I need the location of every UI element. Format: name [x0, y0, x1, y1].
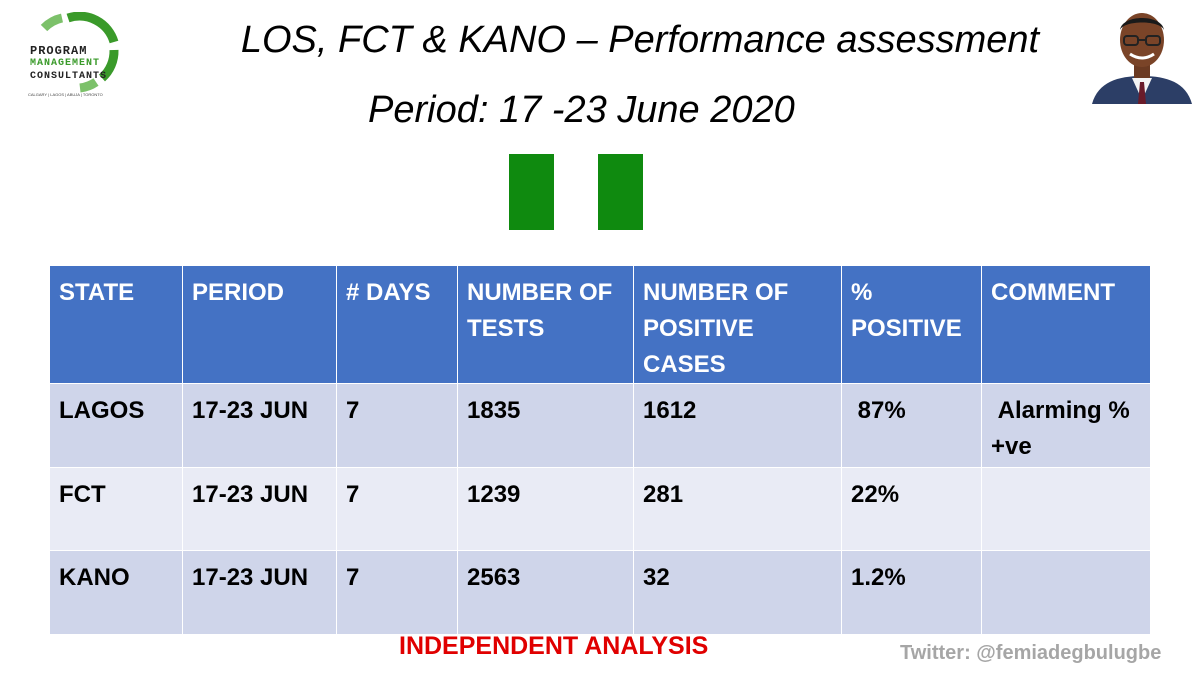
- cell-period: 17-23 JUN: [182, 550, 337, 635]
- header-comment: COMMENT: [981, 265, 1151, 384]
- header-state: STATE: [49, 265, 183, 384]
- cell-period: 17-23 JUN: [182, 467, 337, 551]
- flag-left-stripe: [509, 154, 554, 230]
- twitter-handle: Twitter: @femiadegbulugbe: [900, 642, 1162, 664]
- table-row: FCT 17-23 JUN 7 1239 281 22%: [49, 467, 1151, 551]
- cell-percent-positive: 87%: [841, 383, 982, 468]
- cell-positive-cases: 1612: [633, 383, 842, 468]
- presenter-photo: [1090, 0, 1194, 104]
- page-title: LOS, FCT & KANO – Performance assessment: [240, 19, 1040, 61]
- cell-percent-positive: 22%: [841, 467, 982, 551]
- cell-days: 7: [336, 383, 458, 468]
- header-percent-positive: % POSITIVE: [841, 265, 982, 384]
- table-row: KANO 17-23 JUN 7 2563 32 1.2%: [49, 550, 1151, 635]
- cell-positive-cases: 32: [633, 550, 842, 635]
- cell-comment: Alarming % +ve: [981, 383, 1151, 468]
- header-positive-cases: NUMBER OF POSITIVE CASES: [633, 265, 842, 384]
- cell-days: 7: [336, 467, 458, 551]
- header-days: # DAYS: [336, 265, 458, 384]
- logo-arc-icon: [40, 12, 119, 93]
- cell-comment: [981, 467, 1151, 551]
- cell-state: KANO: [49, 550, 183, 635]
- cell-percent-positive: 1.2%: [841, 550, 982, 635]
- performance-table: STATE PERIOD # DAYS NUMBER OF TESTS NUMB…: [49, 265, 1151, 635]
- company-logo: PROGRAM MANAGEMENT CONSULTANTS CALGARY |…: [28, 12, 124, 102]
- header-tests: NUMBER OF TESTS: [457, 265, 634, 384]
- flag-center-stripe: [553, 154, 599, 230]
- flag-right-stripe: [598, 154, 644, 230]
- period-subtitle: Period: 17 -23 June 2020: [368, 89, 795, 131]
- logo-text-management: MANAGEMENT: [30, 58, 101, 69]
- cell-tests: 1239: [457, 467, 634, 551]
- logo-text-program: PROGRAM: [30, 44, 88, 58]
- cell-tests: 1835: [457, 383, 634, 468]
- independent-analysis-label: INDEPENDENT ANALYSIS: [399, 632, 709, 660]
- logo-tagline: CALGARY | LAGOS | ABUJA | TORONTO: [28, 92, 103, 97]
- cell-positive-cases: 281: [633, 467, 842, 551]
- logo-text-consultants: CONSULTANTS: [30, 71, 108, 82]
- nigeria-flag-icon: [509, 154, 644, 230]
- cell-days: 7: [336, 550, 458, 635]
- cell-tests: 2563: [457, 550, 634, 635]
- table-header-row: STATE PERIOD # DAYS NUMBER OF TESTS NUMB…: [49, 265, 1151, 384]
- cell-comment: [981, 550, 1151, 635]
- cell-state: LAGOS: [49, 383, 183, 468]
- table-row: LAGOS 17-23 JUN 7 1835 1612 87% Alarming…: [49, 383, 1151, 468]
- cell-state: FCT: [49, 467, 183, 551]
- cell-period: 17-23 JUN: [182, 383, 337, 468]
- header-period: PERIOD: [182, 265, 337, 384]
